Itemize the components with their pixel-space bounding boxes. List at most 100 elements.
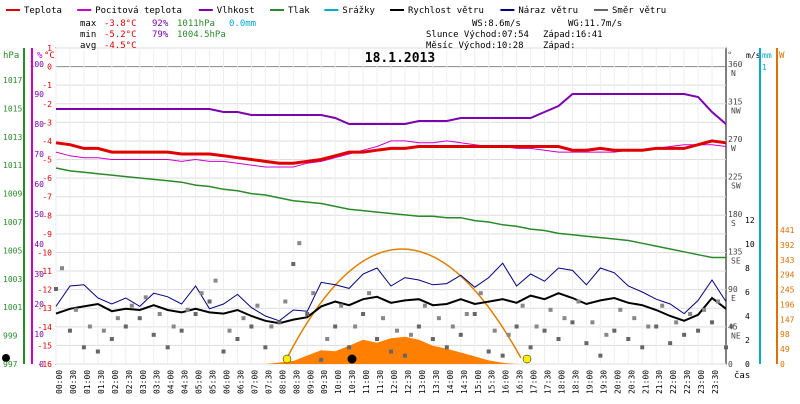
wind-direction-point: [478, 291, 483, 296]
wind-direction-point: [730, 324, 734, 329]
celsius-tick-label: -13: [38, 304, 53, 313]
wind-direction-point: [492, 328, 497, 333]
wind-direction-point: [458, 332, 463, 337]
x-tick-label: 07:00: [250, 370, 259, 394]
stat-min-hum: 79%: [152, 30, 169, 40]
wind-direction-point: [129, 303, 134, 308]
x-tick-label: 00:30: [69, 370, 78, 394]
legend-label-1: Pocitová teplota: [95, 6, 182, 16]
percent-tick-label: 100: [30, 60, 45, 69]
x-tick-label: 19:00: [585, 370, 594, 394]
percent-tick-label: 30: [34, 270, 44, 279]
celsius-tick-label: -4: [42, 137, 52, 146]
x-tick-label: 09:30: [320, 370, 329, 394]
wind-direction-point: [325, 337, 330, 341]
direction-tick-label: N: [731, 69, 736, 78]
wind-direction-point: [305, 312, 310, 316]
x-tick-label: 10:30: [348, 370, 357, 394]
stat-avg-label: avg: [80, 41, 96, 51]
x-tick-label: 20:00: [613, 370, 622, 394]
wind-tick-label: 6: [745, 288, 750, 297]
x-tick-label: 02:30: [125, 370, 134, 394]
wind-direction-point: [520, 303, 525, 308]
wind-direction-point: [241, 316, 246, 321]
x-tick-label: 23:00: [697, 370, 706, 394]
moonrise-marker: [347, 354, 357, 364]
x-tick-label: 12:30: [404, 370, 413, 394]
x-tick-label: 00:00: [55, 370, 64, 394]
hpa-tick-label: 1009: [3, 190, 22, 199]
stat-min-temp: -5.2°C: [104, 30, 137, 40]
series-line-vlhkost: [56, 93, 727, 125]
stat-moonrise: Měsíc Východ:10:28: [426, 41, 524, 51]
x-tick-label: 16:00: [502, 370, 511, 394]
sunset-marker: [522, 354, 532, 364]
wind-direction-point: [696, 328, 701, 333]
x-tick-label: 08:00: [278, 370, 287, 394]
x-tick-label: 19:30: [599, 370, 608, 394]
wind-tick-label: 12: [745, 216, 755, 225]
percent-tick-label: 90: [34, 90, 44, 99]
wind-direction-point: [668, 341, 673, 346]
percent-tick-label: 10: [34, 330, 44, 339]
legend-label-5: Rychlost větru: [408, 6, 484, 16]
wind-direction-point: [570, 320, 575, 325]
wind-direction-point: [654, 324, 659, 329]
wind-direction-point: [339, 303, 344, 308]
direction-tick-label: NW: [731, 107, 741, 116]
wind-direction-point: [291, 262, 296, 266]
wind-direction-point: [548, 307, 553, 312]
stat-sunset: Západ:16:41: [543, 30, 603, 40]
wind-direction-point: [556, 337, 561, 341]
solar-tick-label: 245: [780, 286, 795, 295]
wind-direction-point: [165, 345, 170, 350]
x-tick-label: 03:00: [139, 370, 148, 394]
wind-direction-point: [347, 345, 352, 350]
stat-wind-gust: WG:11.7m/s: [568, 19, 622, 29]
wind-direction-point: [115, 316, 120, 321]
wind-direction-point: [486, 349, 491, 354]
solar-tick-label: 0: [780, 360, 785, 369]
direction-tick-label: 0: [728, 360, 733, 369]
wind-direction-point: [632, 316, 637, 321]
celsius-tick-label: -3: [42, 118, 52, 127]
direction-tick-label: 180: [728, 210, 743, 219]
x-tick-label: 15:30: [488, 370, 497, 394]
x-axis-label: čas: [734, 370, 750, 381]
hpa-tick-label: 1007: [3, 218, 22, 227]
hpa-tick-label: 997: [3, 360, 18, 369]
wind-direction-point: [367, 291, 372, 296]
hpa-tick-label: 1011: [3, 161, 22, 170]
x-tick-label: 04:00: [167, 370, 176, 394]
wind-direction-point: [618, 307, 623, 312]
x-tick-label: 07:30: [264, 370, 273, 394]
wind-direction-point: [171, 324, 176, 329]
wind-tick-label: 10: [745, 240, 755, 249]
x-tick-label: 22:30: [683, 370, 692, 394]
wind-direction-point: [710, 320, 715, 325]
direction-axis-label: °: [727, 51, 732, 61]
wind-direction-point: [73, 307, 78, 312]
x-tick-label: 17:00: [530, 370, 539, 394]
celsius-tick-label: -12: [38, 286, 53, 295]
x-tick-label: 02:00: [111, 370, 120, 394]
x-tick-label: 14:30: [460, 370, 469, 394]
celsius-tick-label: -7: [42, 193, 52, 202]
wind-direction-point: [450, 324, 455, 329]
wind-direction-point: [506, 332, 511, 337]
wind-direction-point: [151, 332, 156, 337]
wind-direction-point: [221, 349, 226, 354]
wind-direction-point: [263, 345, 268, 350]
wind-direction-point: [249, 324, 254, 329]
solar-axis-label: W: [779, 51, 785, 61]
stat-min-press: 1004.5hPa: [177, 30, 226, 40]
direction-tick-label: E: [731, 294, 736, 303]
wind-tick-label: 4: [745, 312, 750, 321]
wind-direction-point: [137, 316, 142, 321]
wind-direction-point: [584, 341, 589, 346]
stat-min-label: min: [80, 30, 96, 40]
wind-direction-point: [269, 324, 274, 329]
direction-tick-label: SE: [731, 257, 741, 266]
series-line-tlak: [55, 167, 726, 259]
wind-tick-label: 2: [745, 336, 750, 345]
